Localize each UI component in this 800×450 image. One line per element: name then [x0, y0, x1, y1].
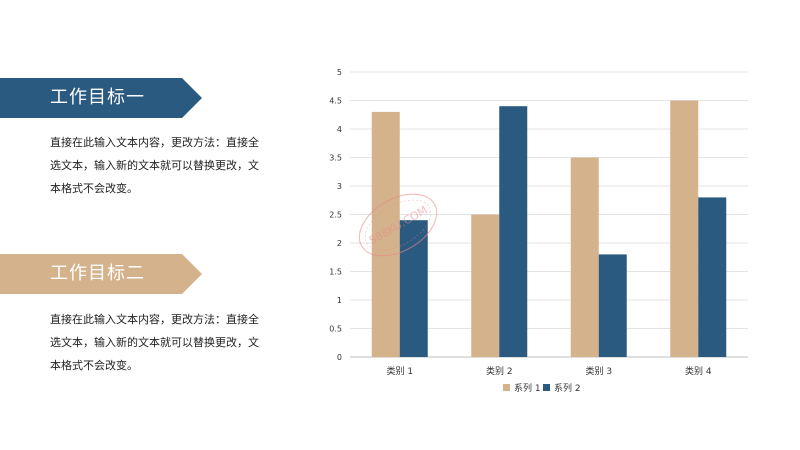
bar-series1-cat1 [371, 111, 400, 358]
x-axis-categories: 类别 1 类别 2 类别 3 类别 4 [386, 365, 711, 377]
legend-swatch-series1 [503, 384, 510, 391]
x-category-label: 类别 4 [685, 365, 712, 377]
y-tick-label: 0 [337, 353, 342, 362]
legend-label-series1: 系列 1 [514, 382, 541, 394]
goal-banner-2: 工作目标二 [0, 254, 202, 294]
y-tick-label: 2.5 [329, 211, 342, 220]
goal-description-2: 直接在此输入文本内容，更改方法：直接全选文本，输入新的文本就可以替换更改，文本格… [50, 313, 259, 372]
x-category-label: 类别 2 [486, 365, 513, 377]
y-tick-label: 3 [337, 182, 342, 191]
y-tick-label: 1 [337, 296, 342, 305]
legend-label-series2: 系列 2 [554, 382, 581, 394]
goal-title-1: 工作目标一 [50, 87, 145, 108]
y-tick-label: 2 [337, 239, 342, 248]
goal-description-1: 直接在此输入文本内容，更改方法：直接全选文本，输入新的文本就可以替换更改，文本格… [50, 136, 259, 195]
bar-series1-cat3 [570, 157, 599, 357]
y-axis-ticks: 0 0.5 1 1.5 2 2.5 3 3.5 4 4.5 5 [329, 68, 342, 362]
y-tick-label: 4 [337, 125, 342, 134]
x-category-label: 类别 1 [386, 365, 413, 377]
bar-series2-cat1 [399, 220, 428, 357]
bar-series2-cat2 [499, 106, 528, 357]
y-tick-label: 5 [337, 68, 342, 77]
y-tick-label: 1.5 [329, 268, 342, 277]
bar-series2-cat3 [598, 254, 627, 357]
goal-banner-1: 工作目标一 [0, 78, 202, 118]
x-category-label: 类别 3 [585, 365, 612, 377]
bar-series1-cat2 [471, 214, 500, 357]
y-tick-label: 4.5 [329, 97, 342, 106]
goal-title-2: 工作目标二 [50, 263, 145, 284]
bar-series2-cat4 [698, 197, 727, 357]
y-tick-label: 0.5 [329, 325, 342, 334]
bar-series1-cat4 [670, 100, 699, 357]
legend-swatch-series2 [543, 384, 550, 391]
legend: 系列 1 系列 2 [503, 382, 581, 394]
y-tick-label: 3.5 [329, 154, 342, 163]
bars [371, 100, 727, 358]
